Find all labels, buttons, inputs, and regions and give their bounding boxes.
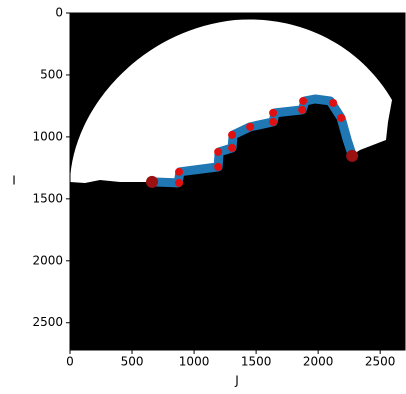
point xyxy=(214,148,222,156)
point xyxy=(228,131,236,139)
chart: J I 0 500 1000 1500 2000 2500 0 500 1000 1500 2000… xyxy=(0,0,406,390)
point xyxy=(299,97,307,105)
point xyxy=(146,176,158,188)
x-tick-label: 1000 xyxy=(179,355,210,369)
point xyxy=(246,123,254,131)
y-tick-label: 1500 xyxy=(32,191,63,205)
point xyxy=(269,109,277,117)
x-tick-label: 500 xyxy=(121,355,144,369)
point xyxy=(214,163,222,171)
y-axis-label: I xyxy=(12,174,16,188)
x-tick-label: 1500 xyxy=(241,355,272,369)
point xyxy=(337,114,345,122)
point xyxy=(346,150,358,162)
y-tick-label: 2000 xyxy=(32,253,63,267)
point xyxy=(175,179,183,187)
y-tick-label: 500 xyxy=(40,67,63,81)
y-tick-label: 0 xyxy=(55,6,63,20)
x-axis-label: J xyxy=(234,374,239,388)
point xyxy=(269,118,277,126)
x-tick-label: 0 xyxy=(66,355,74,369)
y-tick-label: 2500 xyxy=(32,315,63,329)
point xyxy=(329,99,337,107)
y-tick-label: 1000 xyxy=(32,129,63,143)
x-tick-label: 2000 xyxy=(303,355,334,369)
point xyxy=(175,168,183,176)
point xyxy=(228,144,236,152)
point xyxy=(298,106,306,114)
x-tick-label: 2500 xyxy=(365,355,396,369)
